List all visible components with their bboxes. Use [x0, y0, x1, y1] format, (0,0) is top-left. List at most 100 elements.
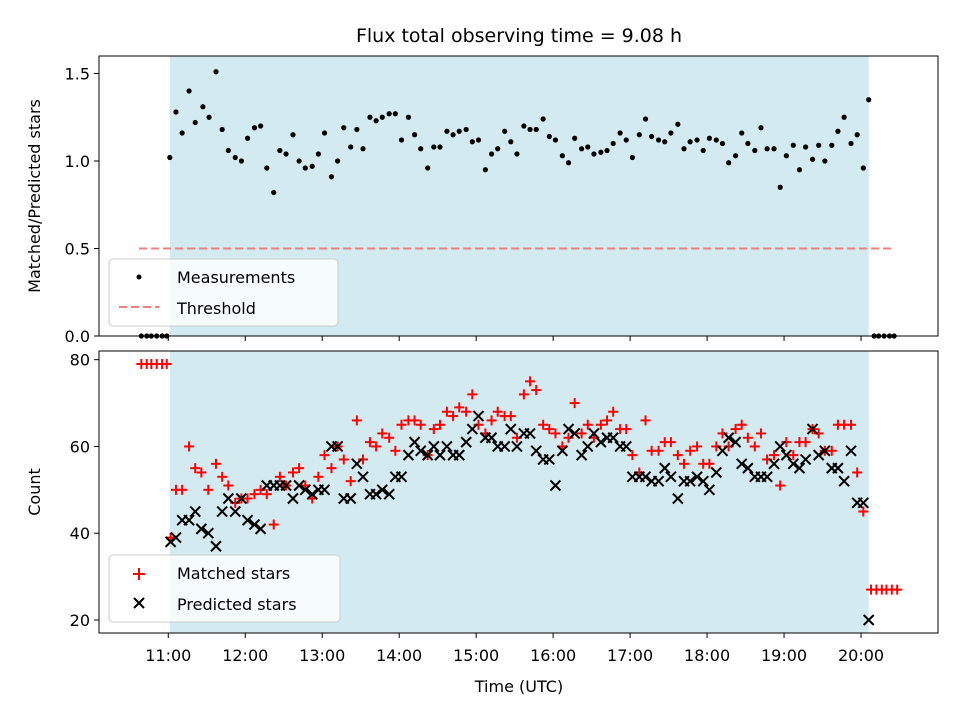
matched-star-point [184, 441, 195, 452]
predicted-star-point [293, 479, 305, 492]
matched-star-point [665, 437, 676, 448]
predicted-star-point [383, 488, 395, 500]
measurement-point [258, 123, 264, 129]
measurement-point [739, 130, 745, 136]
ratio-panel-frame [98, 55, 939, 337]
matched-star-point [319, 450, 330, 461]
measurement-point [379, 114, 385, 120]
predicted-star-point [684, 475, 696, 487]
matched-star-point [210, 458, 221, 469]
x-tick-label: 18:00 [684, 646, 730, 665]
x-tick-label: 17:00 [607, 646, 653, 665]
measurement-point [700, 147, 706, 154]
predicted-star-point [832, 462, 844, 474]
y-axis-ticks: 0.0 0.5 1.0 1.5 [65, 65, 99, 346]
y-tick-label: 80 [70, 351, 90, 370]
predicted-star-point [183, 514, 195, 526]
matched-star-point [434, 419, 445, 430]
predicted-star-point [703, 484, 716, 496]
matched-star-point [608, 406, 619, 417]
measurement-point [192, 119, 198, 126]
predicted-star-point [768, 458, 780, 470]
legend-entry-measurements: Measurements [177, 268, 295, 287]
matched-star-point [294, 463, 305, 474]
matched-star-point [685, 445, 696, 456]
count-legend: Matched stars Predicted stars [108, 554, 341, 623]
ratio-legend: Measurements Threshold [108, 258, 339, 327]
x-tick-label: 11:00 [145, 646, 191, 665]
measurement-point [277, 147, 283, 154]
predicted-star-point [415, 445, 427, 457]
measurement-point [777, 184, 783, 190]
matched-star-point [704, 458, 715, 469]
measurement-point [559, 153, 565, 159]
matched-star-point [602, 415, 613, 426]
predicted-star-point [691, 471, 703, 483]
y-tick-label: 1.0 [65, 152, 90, 171]
measurement-point [866, 97, 872, 103]
measurement-point [251, 125, 258, 131]
matched-star-point [813, 428, 824, 439]
matched-star-point [775, 480, 786, 491]
measurement-point [411, 132, 418, 138]
matched-star-point [364, 437, 375, 448]
predicted-star-point [434, 449, 446, 461]
legend-entry-threshold: Threshold [176, 299, 256, 318]
measurement-point [848, 140, 854, 147]
predicted-star-point [170, 531, 182, 544]
measurement-point [796, 167, 803, 173]
predicted-star-point [857, 497, 870, 509]
matched-star-point [531, 385, 542, 396]
matched-star-point [678, 458, 689, 469]
y-tick-label: 1.5 [65, 65, 90, 84]
matched-star-point [345, 476, 356, 487]
predicted-star-point [306, 488, 318, 500]
predicted-star-point [453, 449, 465, 461]
measurement-point [745, 140, 751, 147]
measurement-point [244, 135, 251, 141]
predicted-star-point [736, 458, 748, 470]
matched-star-point [249, 489, 260, 500]
legend-entry-predicted-stars: Predicted stars [177, 595, 297, 614]
measurement-point [456, 128, 462, 134]
matched-star-point [742, 432, 753, 443]
measurement-point [437, 144, 443, 150]
count-y-axis-label: Count [25, 468, 44, 516]
measurement-point [238, 158, 244, 164]
x-tick-label: 19:00 [761, 646, 807, 665]
predicted-star-point [202, 527, 215, 539]
predicted-star-point [530, 445, 542, 457]
matched-star-point [826, 445, 837, 456]
matched-star-point [505, 411, 516, 422]
measurement-point [386, 111, 392, 117]
measurement-point [463, 126, 469, 133]
measurement-point [803, 144, 809, 150]
measurement-point [354, 126, 360, 133]
measurement-point [264, 165, 270, 171]
matched-star-point [769, 450, 780, 461]
matched-star-point [223, 480, 234, 491]
predicted-star-point [376, 484, 388, 496]
measurement-point [591, 151, 597, 157]
matched-star-point [595, 419, 606, 430]
measurement-point [167, 154, 173, 161]
measurement-point [829, 142, 835, 148]
matched-star-point [730, 424, 741, 435]
measurement-point [642, 116, 649, 122]
measurement-point [629, 154, 636, 161]
predicted-star-point [189, 505, 201, 518]
matched-star-point [467, 389, 478, 400]
matched-star-point [351, 415, 362, 426]
measurement-point [610, 140, 616, 147]
ratio-y-axis-label: Matched/Predicted stars [25, 99, 44, 293]
predicted-star-point [665, 471, 677, 483]
measurement-point [604, 147, 610, 154]
measurement-point [219, 126, 225, 133]
measurements-legend-marker [136, 274, 142, 280]
predicted-star-point [793, 462, 806, 474]
measurement-point [444, 128, 450, 134]
predicted-star-point [556, 445, 569, 457]
matched-legend-marker [133, 568, 145, 580]
matched-star-point [326, 463, 337, 474]
y-axis-ticks: 20 40 60 80 [70, 351, 99, 630]
